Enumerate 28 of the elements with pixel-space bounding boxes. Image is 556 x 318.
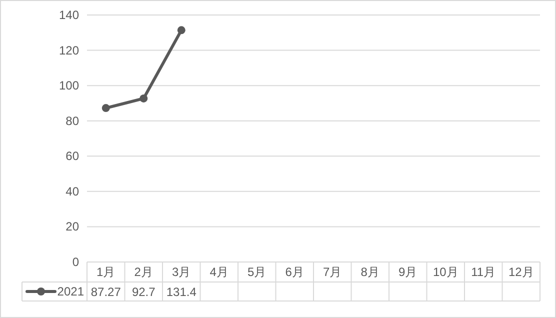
x-tick-label: 2月	[134, 265, 153, 279]
x-tick-label: 1月	[96, 265, 116, 279]
x-tick-label: 5月	[248, 265, 266, 279]
data-label: 87.27	[90, 285, 122, 299]
point	[177, 26, 186, 34]
point	[102, 104, 110, 112]
y-tick-label: 140	[58, 8, 80, 22]
x-tick-label: 12月	[508, 265, 534, 279]
x-tick-label: 3月	[172, 265, 191, 279]
y-tick-label: 40	[66, 184, 80, 198]
point	[140, 94, 148, 102]
y-tick-label: 20	[66, 220, 80, 234]
legend: 2021	[26, 284, 84, 298]
y-tick-label: 60	[66, 149, 80, 164]
x-tick-label: 9月	[398, 265, 418, 279]
data-label: 131.4	[166, 285, 197, 299]
y-tick-label: 80	[66, 114, 80, 128]
y-tick-label: 100	[58, 78, 80, 93]
x-tick-label: 7月	[323, 265, 342, 279]
x-tick-label: 11月	[471, 265, 496, 279]
y-tick-label: 0	[72, 255, 80, 269]
y-tick-label: 120	[58, 43, 80, 58]
x-tick-label: 6月	[285, 265, 304, 279]
legend-label: 2021	[57, 284, 84, 298]
x-tick-label: 4月	[210, 265, 228, 279]
data-label: 92.7	[132, 285, 156, 299]
x-tick-label: 10月	[432, 265, 458, 279]
x-tick-label: 8月	[360, 265, 380, 279]
